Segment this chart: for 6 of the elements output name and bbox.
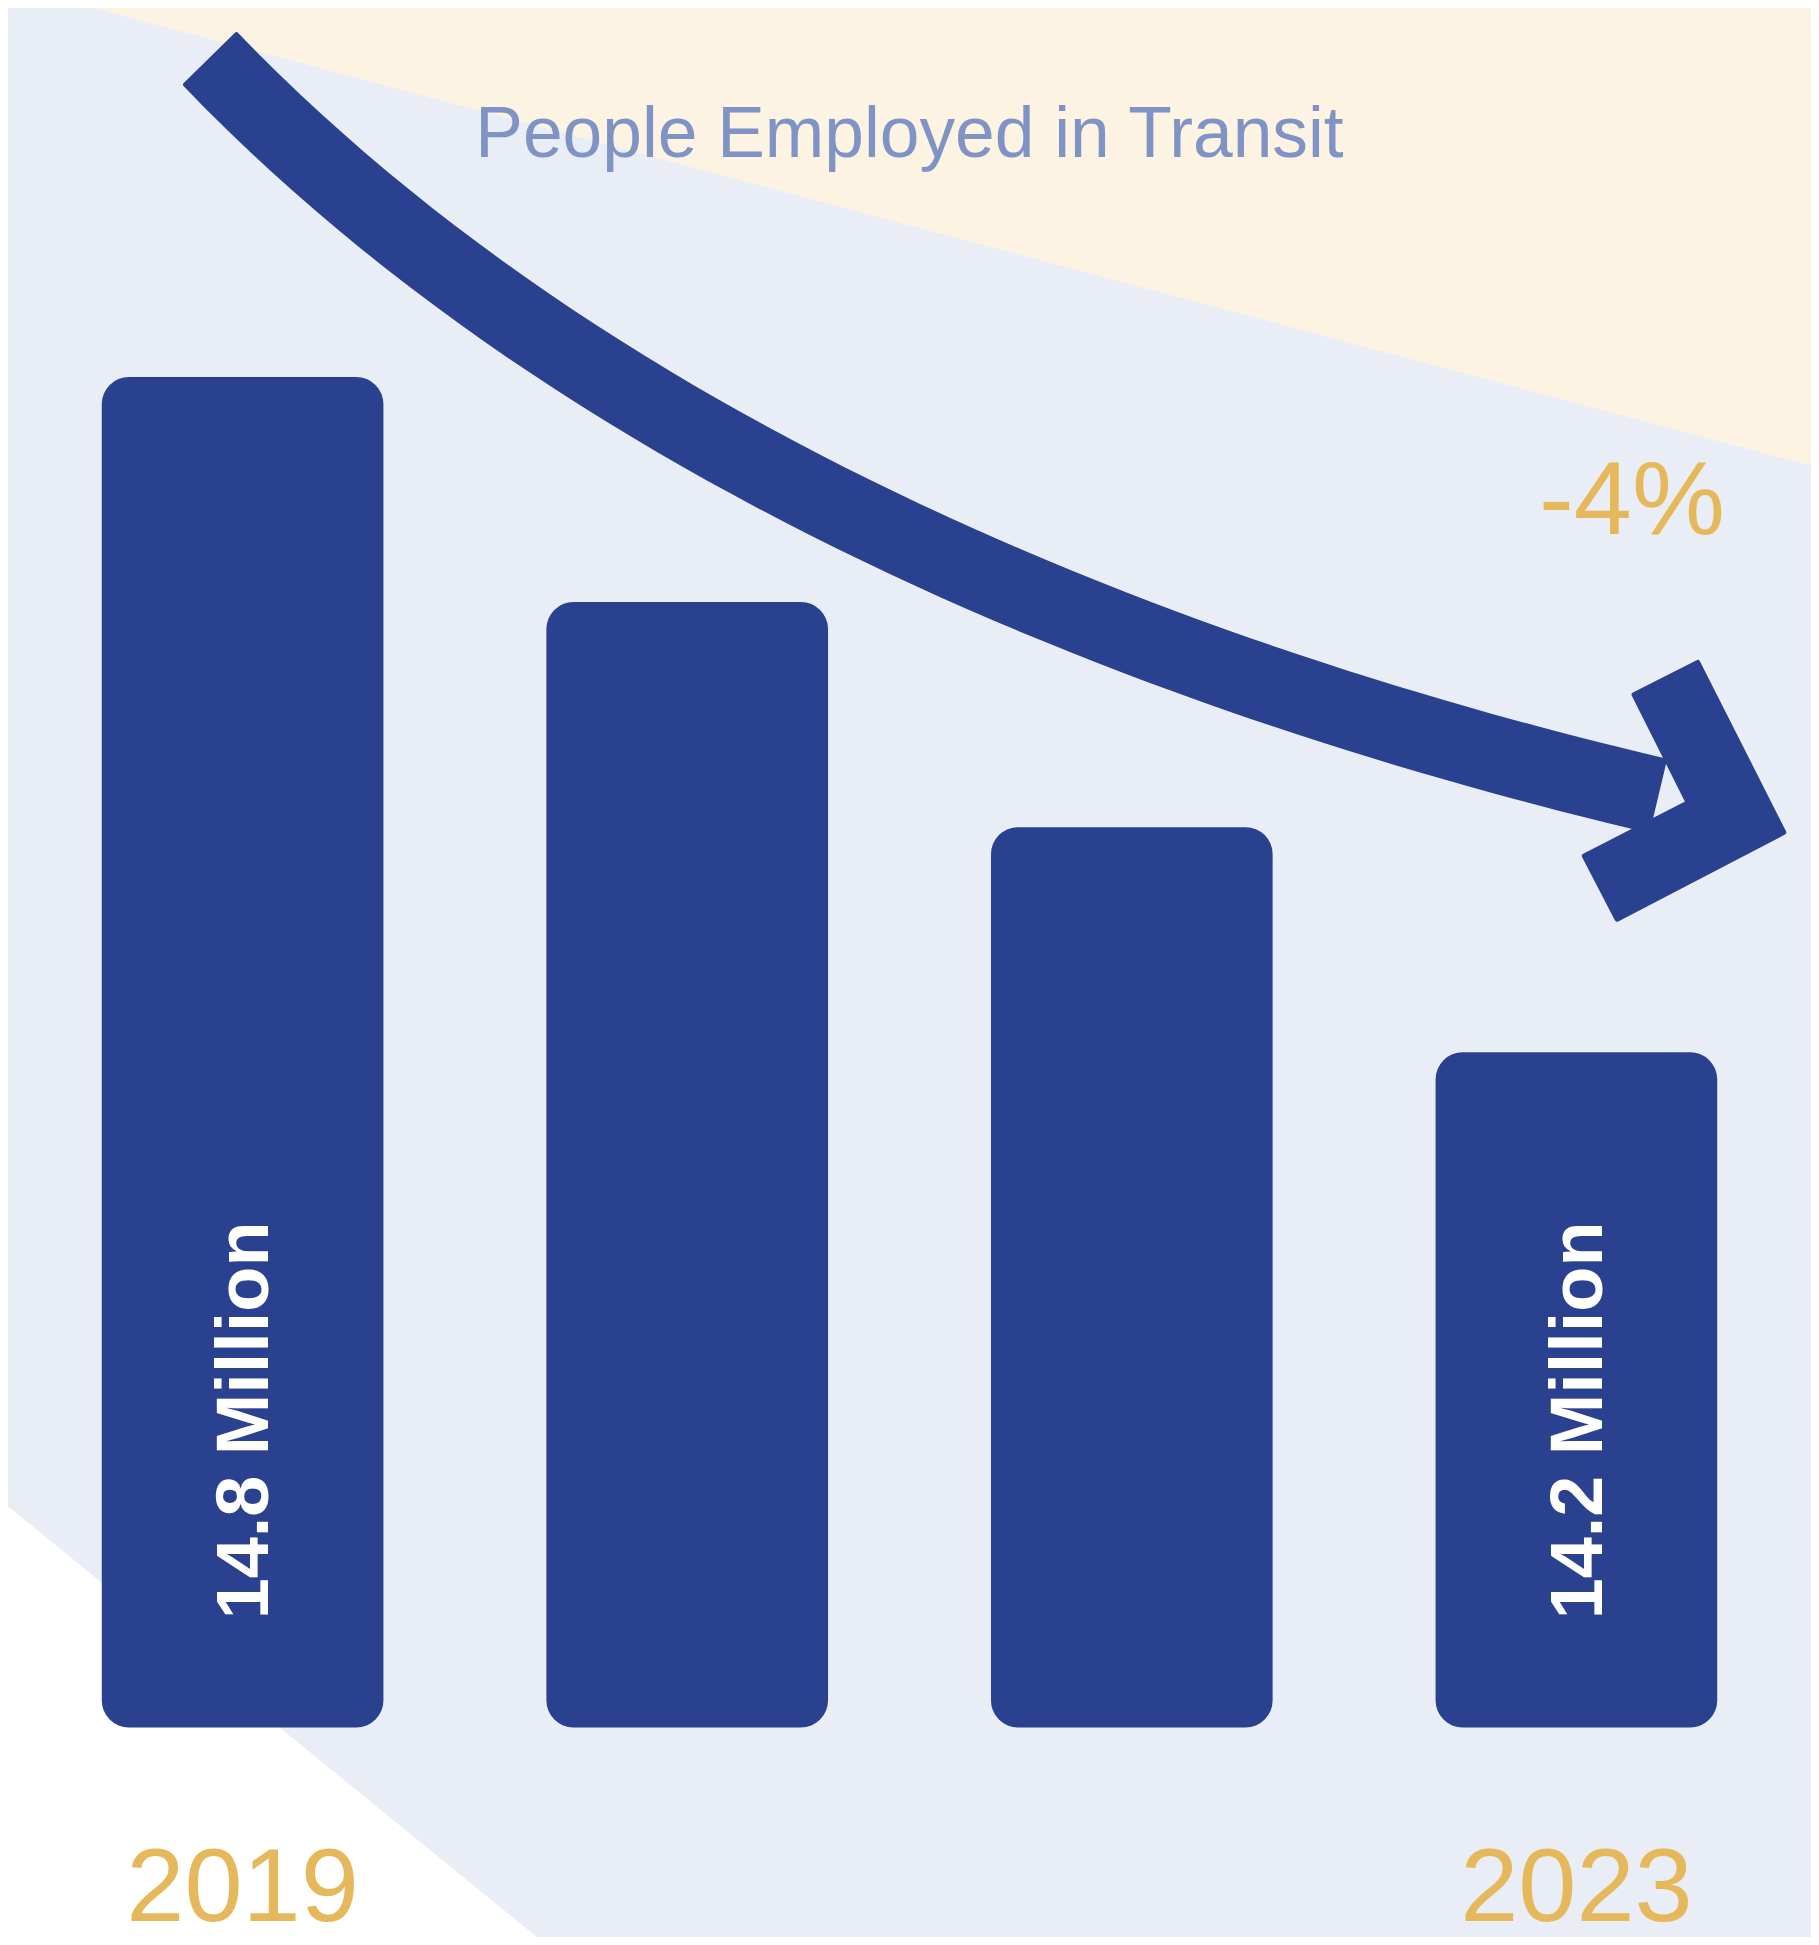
x-tick-label: 2023	[1460, 1826, 1693, 1943]
x-tick-label: 2019	[126, 1826, 359, 1943]
data-label: 14.8 Million	[201, 1221, 285, 1620]
annotation: -4%	[1539, 438, 1725, 556]
chart-title: People Employed in Transit	[475, 92, 1344, 173]
data-label: 14.2 Million	[1534, 1221, 1618, 1620]
